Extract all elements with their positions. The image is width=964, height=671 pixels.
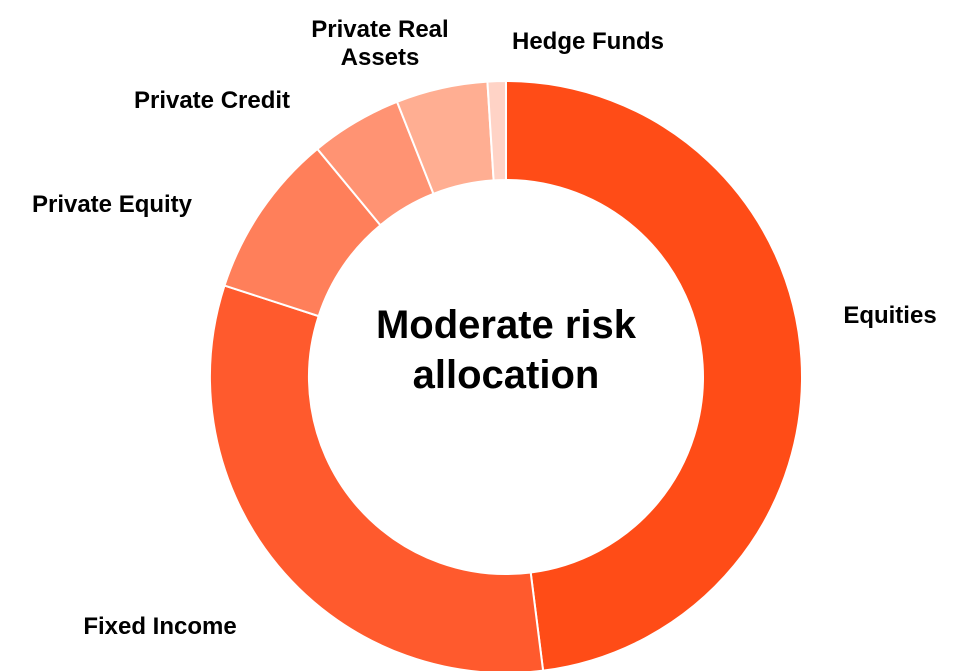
segment-label: Private Real Assets xyxy=(311,16,449,71)
chart-title: Moderate risk allocation xyxy=(375,303,637,397)
donut-segment xyxy=(486,79,507,182)
segment-label: Private Credit xyxy=(133,87,291,114)
segment-label: Equities xyxy=(843,302,937,329)
donut-segment xyxy=(505,79,803,671)
segment-label: Hedge Funds xyxy=(511,28,664,55)
segment-label: Private Equity xyxy=(31,191,193,218)
donut-segment xyxy=(209,284,545,671)
segment-label: Fixed Income xyxy=(83,613,237,640)
